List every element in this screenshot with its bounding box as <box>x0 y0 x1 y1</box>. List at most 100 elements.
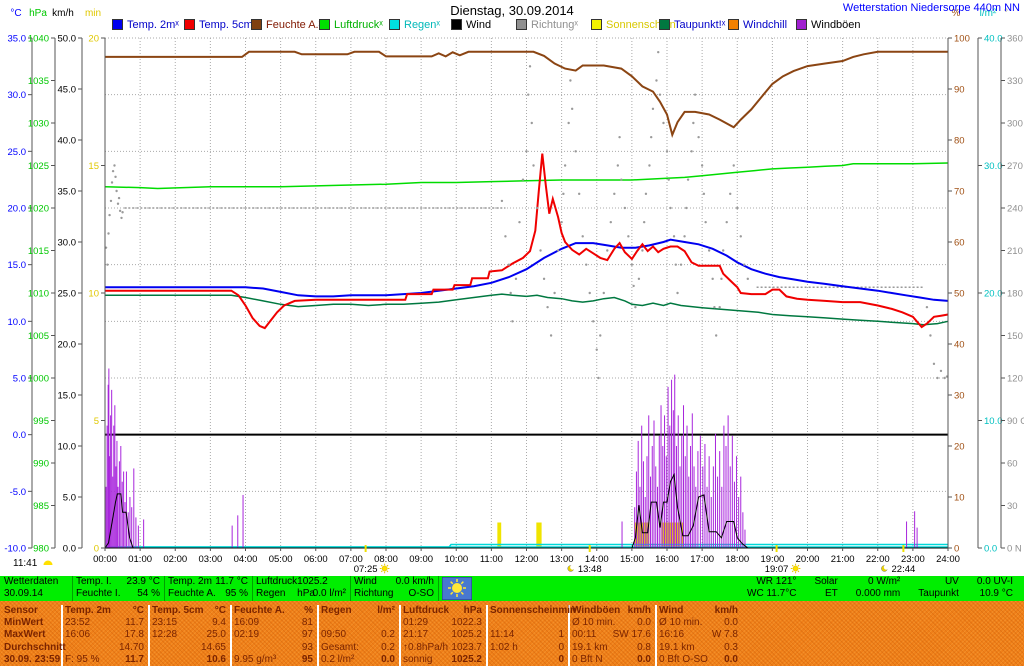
table-column: Luftdruck hPa 01:29 1022.3 21:17 1025.2 ↑0.8hP… <box>399 605 488 666</box>
axis-tick-label: 20 <box>88 34 99 45</box>
status-label: Feuchte I. <box>76 588 121 599</box>
status-label: Regen <box>256 588 286 599</box>
axis-temp: -10.0 -5.0 0.0 5.0 10.0 15.0 20.0 25.0 30.0 35.0 °… <box>4 8 33 555</box>
table-row: 19.1 km 0.8 <box>568 642 655 654</box>
axis-tick-label: 0.0 <box>63 544 76 555</box>
status-row: Feuchte A. 95 % <box>164 588 252 600</box>
table-row: 9.95 g/m³ 95 <box>230 654 317 666</box>
table-header-cell: Sensor <box>4 605 38 616</box>
table-row: Temp. 5cm °C <box>148 605 230 617</box>
axis-tick-label: 30 <box>954 391 965 402</box>
legend-label: Windchill <box>743 19 788 31</box>
axis-tick-label: 70 <box>954 187 965 198</box>
table-header-cell: °C <box>214 605 226 616</box>
table-cell-value: 14.65 <box>200 641 226 653</box>
table-cell-value: 10.6 <box>206 653 226 665</box>
legend-label: Windböen <box>811 19 861 31</box>
axis-tick-label: 15.0 <box>8 260 27 271</box>
x-tick-label: 03:00 <box>198 554 222 565</box>
axis-tick-label: 15.0 <box>58 391 77 402</box>
table-row: 12:28 25.0 <box>148 629 230 641</box>
table-cell-value: 1025.2 <box>451 629 482 641</box>
table-row: Luftdruck hPa <box>399 605 486 617</box>
x-tick-label: 04:00 <box>234 554 258 565</box>
table-cell-value: 97 <box>301 629 313 641</box>
legend-item: Feuchte A.ˣ <box>251 19 322 31</box>
table-row: 00:11 SW 17.6 <box>568 629 655 641</box>
table-column: Regen l/m² 09:50 0.2 Gesamt: 0.2 0.2 l/m² 0.0 <box>317 605 401 666</box>
legend-swatch-icon <box>319 19 330 30</box>
axis-tick-label: 90 <box>954 85 965 96</box>
axis-tick-label: 20.0 <box>984 289 1003 300</box>
axis-unit-label: ° <box>1004 8 1008 19</box>
table-row: Feuchte A.% <box>230 605 317 617</box>
table-row: 0 Bft O-SO 0.0 <box>655 654 742 666</box>
table-row: 19.1 km 0.3 <box>655 642 742 654</box>
table-cell-value: W 7.8 <box>711 629 738 641</box>
status-row: Luftdruck 1025.2 hPa <box>252 576 350 599</box>
legend-swatch-icon <box>112 19 123 30</box>
status-label: Wind <box>354 576 377 587</box>
status-label: Richtung <box>354 588 394 599</box>
table-row: 02:19 97 <box>230 629 317 641</box>
table-cell-info: 0 Bft N <box>572 653 603 665</box>
axis-tick-label: 1020 <box>28 204 49 215</box>
axis-tick-label: 40.0 <box>58 136 77 147</box>
sun-moon-time-label: 07:25 <box>354 564 378 575</box>
sun-moon-annotations: 07:25 13:48 19:07 22:44 <box>354 545 915 575</box>
axis-tick-label: 995 <box>33 416 49 427</box>
axis-unit-label: min <box>85 8 101 19</box>
weather-chart: Dienstag, 30.09.2014 Wetterstation Niede… <box>4 2 1024 575</box>
table-cell-value: 25.0 <box>206 629 226 641</box>
status-row: Wetterdaten <box>4 576 59 587</box>
table-cell-info: 9.95 g/m³ <box>234 653 277 665</box>
table-cell-info: 16:09 <box>234 617 260 629</box>
status-right-column: Solar ET <box>805 576 846 601</box>
table-cell-value: 14.70 <box>118 641 144 653</box>
axis-tick-label: 1035 <box>28 76 49 87</box>
table-header-cell: Windböen <box>572 605 621 616</box>
legend-item: Luftdruckˣ <box>319 19 383 31</box>
legend-item: Sonnenschein <box>591 19 676 31</box>
table-row: 23:15 9.4 <box>148 617 230 629</box>
x-tick-label: 07:00 <box>339 554 363 565</box>
legend-swatch-icon <box>516 19 527 30</box>
x-tick-label: 22:00 <box>866 554 890 565</box>
axis-tick-label: 1005 <box>28 331 49 342</box>
status-value: 23.9 °C <box>126 576 160 587</box>
table-cell-info: 16:16 <box>659 629 685 641</box>
status-value: 11.7 °C <box>215 576 248 587</box>
axis-hpa: 980 985 990 995 1000 1005 1010 1015 1020 1025 1030… <box>28 8 56 555</box>
station-name: Wetterstation Niedersorpe 440m NN <box>842 2 1020 14</box>
status-right-column: 0 W/m² 0.000 mm <box>847 576 909 601</box>
axis-tick-label: 5.0 <box>63 493 76 504</box>
table-cell-info: Ø 10 min. <box>659 617 703 629</box>
table-row: 10.6 <box>148 654 230 666</box>
table-cell-value: 1023.7 <box>451 641 482 653</box>
axis-tick-label: 10.0 <box>984 416 1003 427</box>
table-row-label: Durchschnitt <box>4 641 66 653</box>
table-cell-info: ↑0.8hPa/h <box>403 641 449 653</box>
series-wind <box>104 472 948 549</box>
table-row: 16:09 81 <box>230 617 317 629</box>
table-row: 14.70 <box>61 642 148 654</box>
table-header-cell: Temp. 5cm <box>152 605 204 616</box>
axis-tick-label: 10.0 <box>58 442 77 453</box>
x-tick-label: 20:00 <box>796 554 820 565</box>
table-row: ↑0.8hPa/h 1023.7 <box>399 642 486 654</box>
axis-tick-label: 50 <box>954 289 965 300</box>
axis-tick-label: 1015 <box>28 246 49 257</box>
status-right-cell: WR 121° <box>756 576 797 587</box>
table-row: Durchschnitt <box>0 642 66 654</box>
table-cell-value: 1025.2 <box>451 653 482 665</box>
series-taupunkt <box>105 293 949 326</box>
status-column: Temp. I. 23.9 °C Feuchte I. 54 % <box>72 576 165 601</box>
table-cell-info: 23:15 <box>152 617 178 629</box>
status-right-cell: WC 11.7°C <box>747 588 797 599</box>
status-value: 54 % <box>137 588 160 599</box>
status-row: Temp. 2m 11.7 °C <box>164 576 252 588</box>
table-cell-value: 0.0 <box>724 653 738 665</box>
axis-tick-label: 0 <box>94 544 99 555</box>
axis-unit-label: hPa <box>29 8 47 19</box>
table-header-cell: °C <box>132 605 144 616</box>
